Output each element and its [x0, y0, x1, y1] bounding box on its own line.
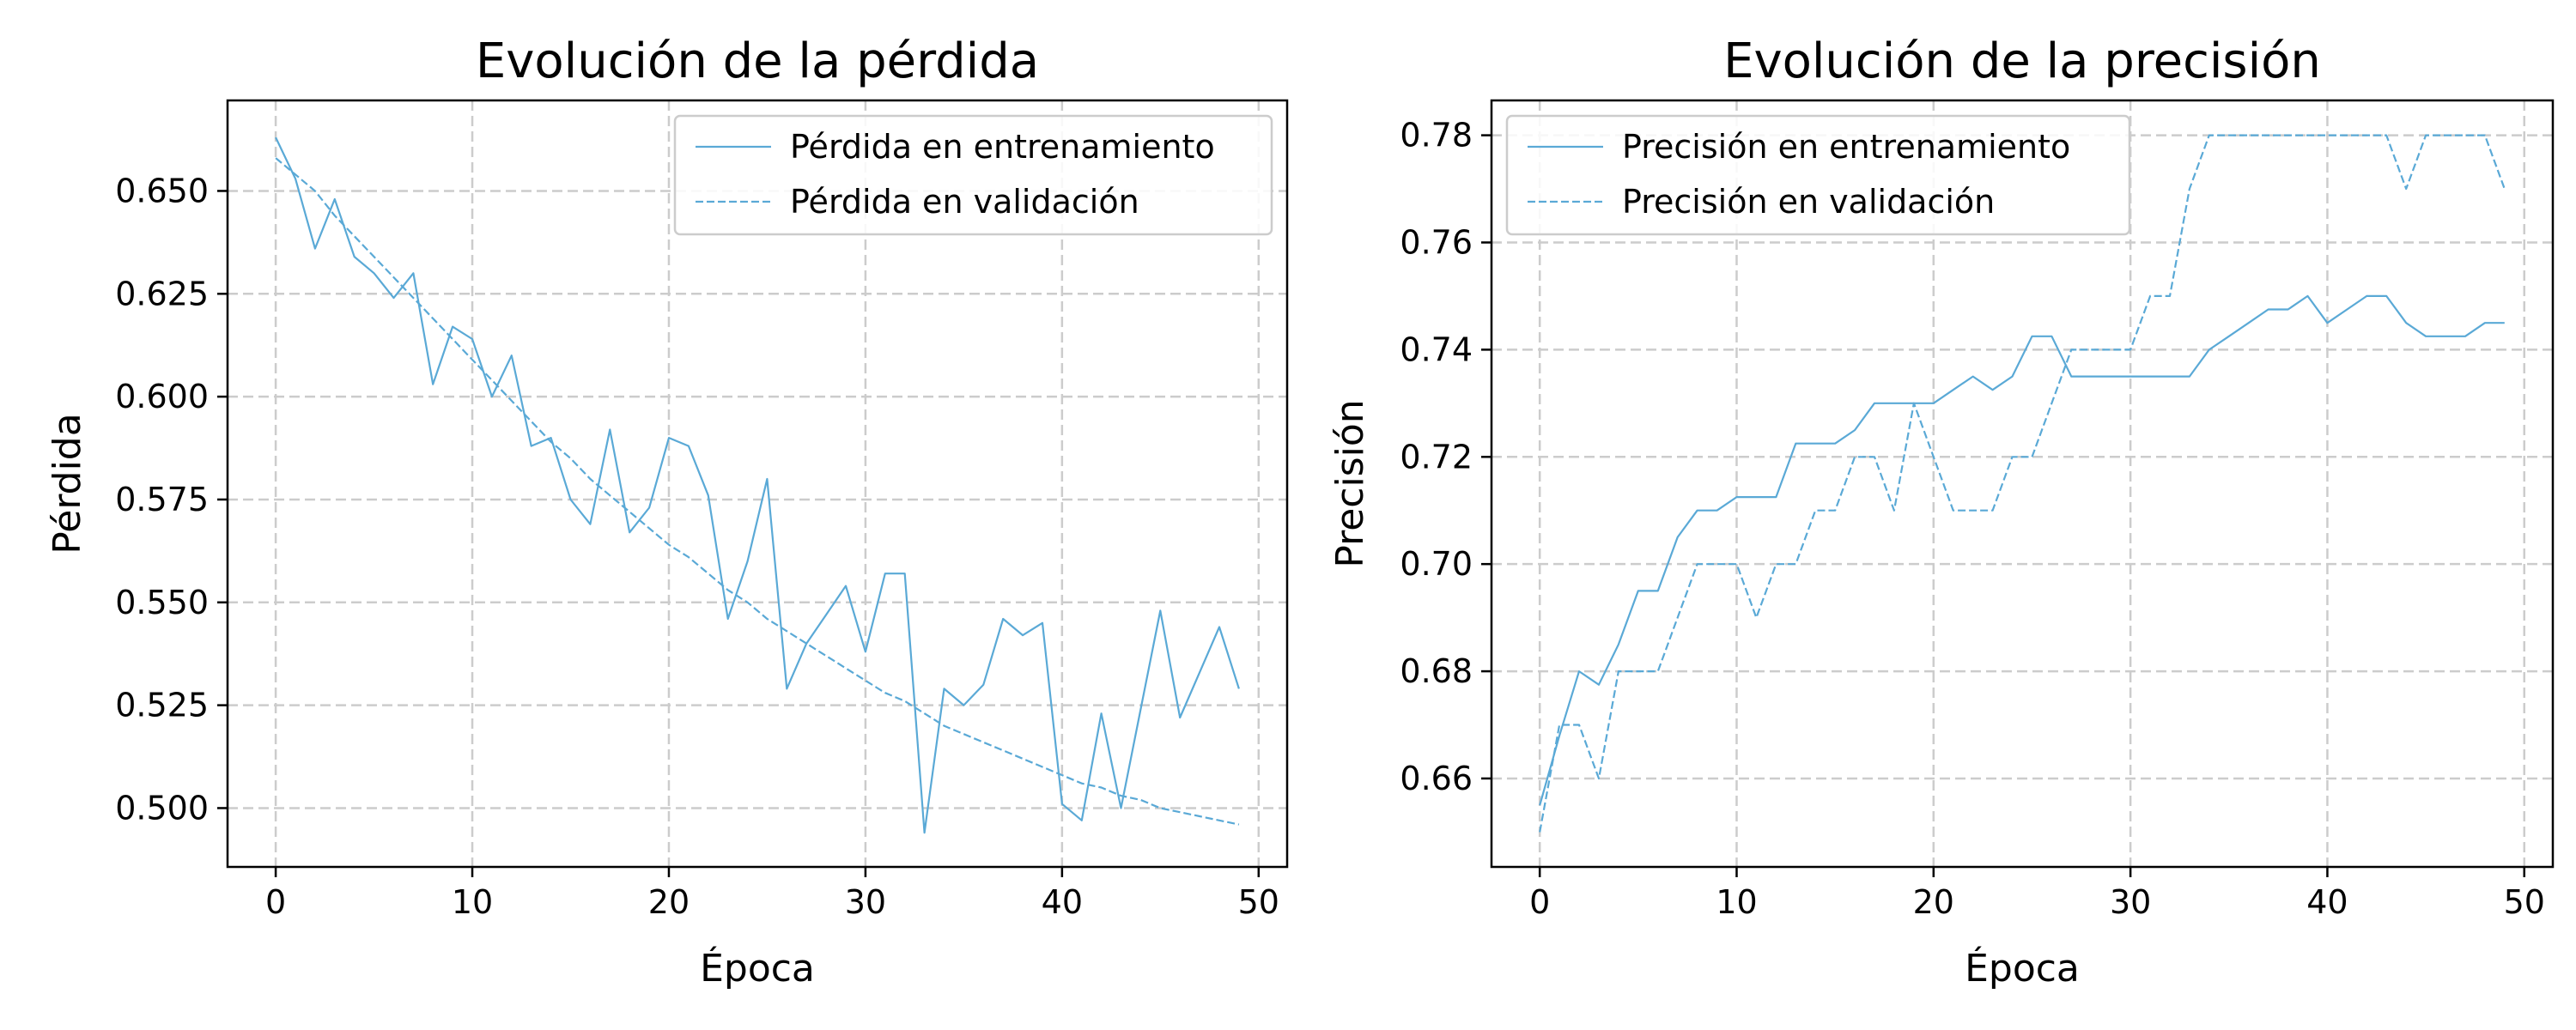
legend-label: Pérdida en entrenamiento: [790, 128, 1215, 166]
legend-label: Precisión en validación: [1622, 183, 1995, 221]
x-tick-label: 0: [1529, 883, 1550, 921]
y-tick-label: 0.600: [115, 378, 209, 415]
x-tick-label: 10: [452, 883, 493, 921]
x-tick-label: 20: [1913, 883, 1954, 921]
legend-label: Precisión en entrenamiento: [1622, 128, 2070, 166]
x-tick-label: 50: [1238, 883, 1279, 921]
y-tick-label: 0.76: [1400, 223, 1473, 261]
legend-box: [673, 114, 1273, 236]
x-tick-label: 30: [2110, 883, 2151, 921]
legend-box: [1505, 114, 2131, 236]
series-line-training: [275, 136, 1240, 834]
x-axis-label: Época: [700, 945, 815, 991]
y-tick-label: 0.74: [1400, 330, 1473, 368]
y-tick-label: 0.66: [1400, 760, 1473, 797]
chart-title: Evolución de la precisión: [1723, 33, 2321, 89]
x-tick-label: 20: [648, 883, 690, 921]
y-tick-label: 0.78: [1400, 117, 1473, 154]
y-tick-label: 0.625: [115, 275, 209, 312]
y-tick-label: 0.70: [1400, 545, 1473, 583]
x-tick-label: 50: [2504, 883, 2545, 921]
plot-frame: [1490, 99, 2555, 869]
y-tick-label: 0.525: [115, 687, 209, 724]
y-tick-label: 0.575: [115, 481, 209, 518]
x-tick-label: 40: [2306, 883, 2348, 921]
y-tick-label: 0.72: [1400, 438, 1473, 476]
legend-label: Pérdida en validación: [790, 183, 1139, 221]
legend: Precisión en entrenamiento Precisión en v…: [1505, 114, 2131, 236]
x-axis-label: Época: [1965, 945, 2080, 991]
series-line-training: [1539, 294, 2505, 806]
y-tick-label: 0.550: [115, 584, 209, 621]
chart-title: Evolución de la pérdida: [476, 33, 1039, 89]
legend: Pérdida en entrenamiento Pérdida en valid…: [673, 114, 1273, 236]
x-tick-label: 10: [1716, 883, 1757, 921]
x-tick-label: 40: [1042, 883, 1083, 921]
series-line-validation: [275, 157, 1240, 826]
y-axis-label: Pérdida: [46, 413, 89, 554]
chart-panel-1: 0 10 20 30 40 50 0.500 0.525 0.550 0.575 0.600 0.62…: [46, 33, 1289, 991]
plot-frame: [226, 99, 1289, 869]
x-tick-label: 30: [845, 883, 886, 921]
y-tick-label: 0.650: [115, 172, 209, 209]
x-tick-label: 0: [265, 883, 286, 921]
y-tick-label: 0.500: [115, 789, 209, 827]
y-tick-label: 0.68: [1400, 652, 1473, 690]
series-line-validation: [1539, 134, 2506, 833]
y-axis-label: Precisión: [1328, 399, 1372, 567]
chart-panel-2: 0 10 20 30 40 50 0.66 0.68 0.70 0.72 0.74 0.76 0.78 E…: [1328, 33, 2555, 991]
